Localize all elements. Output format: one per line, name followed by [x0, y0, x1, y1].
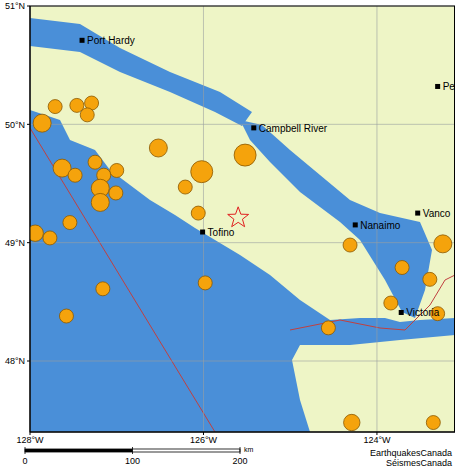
- svg-text:0: 0: [22, 456, 27, 466]
- svg-text:Campbell River: Campbell River: [259, 123, 328, 134]
- svg-text:EarthquakesCanada: EarthquakesCanada: [370, 448, 447, 458]
- svg-text:51°N: 51°N: [8, 1, 25, 11]
- svg-text:SéismesCanada: SéismesCanada: [386, 458, 447, 467]
- svg-text:Port Hardy: Port Hardy: [87, 35, 135, 46]
- svg-text:126°W: 126°W: [190, 435, 218, 445]
- svg-text:Tofino: Tofino: [208, 227, 235, 238]
- svg-text:Victoria: Victoria: [406, 307, 440, 318]
- svg-text:km: km: [244, 446, 254, 453]
- svg-text:49°N: 49°N: [8, 238, 25, 248]
- svg-text:Vanco: Vanco: [423, 208, 447, 219]
- svg-text:Pe: Pe: [443, 81, 447, 92]
- svg-text:124°W: 124°W: [363, 435, 391, 445]
- svg-text:50°N: 50°N: [8, 120, 25, 130]
- svg-text:Nanaimo: Nanaimo: [360, 220, 400, 231]
- svg-text:200: 200: [232, 456, 247, 466]
- svg-text:100: 100: [125, 456, 140, 466]
- svg-text:48°N: 48°N: [8, 356, 25, 366]
- svg-text:128°W: 128°W: [16, 435, 44, 445]
